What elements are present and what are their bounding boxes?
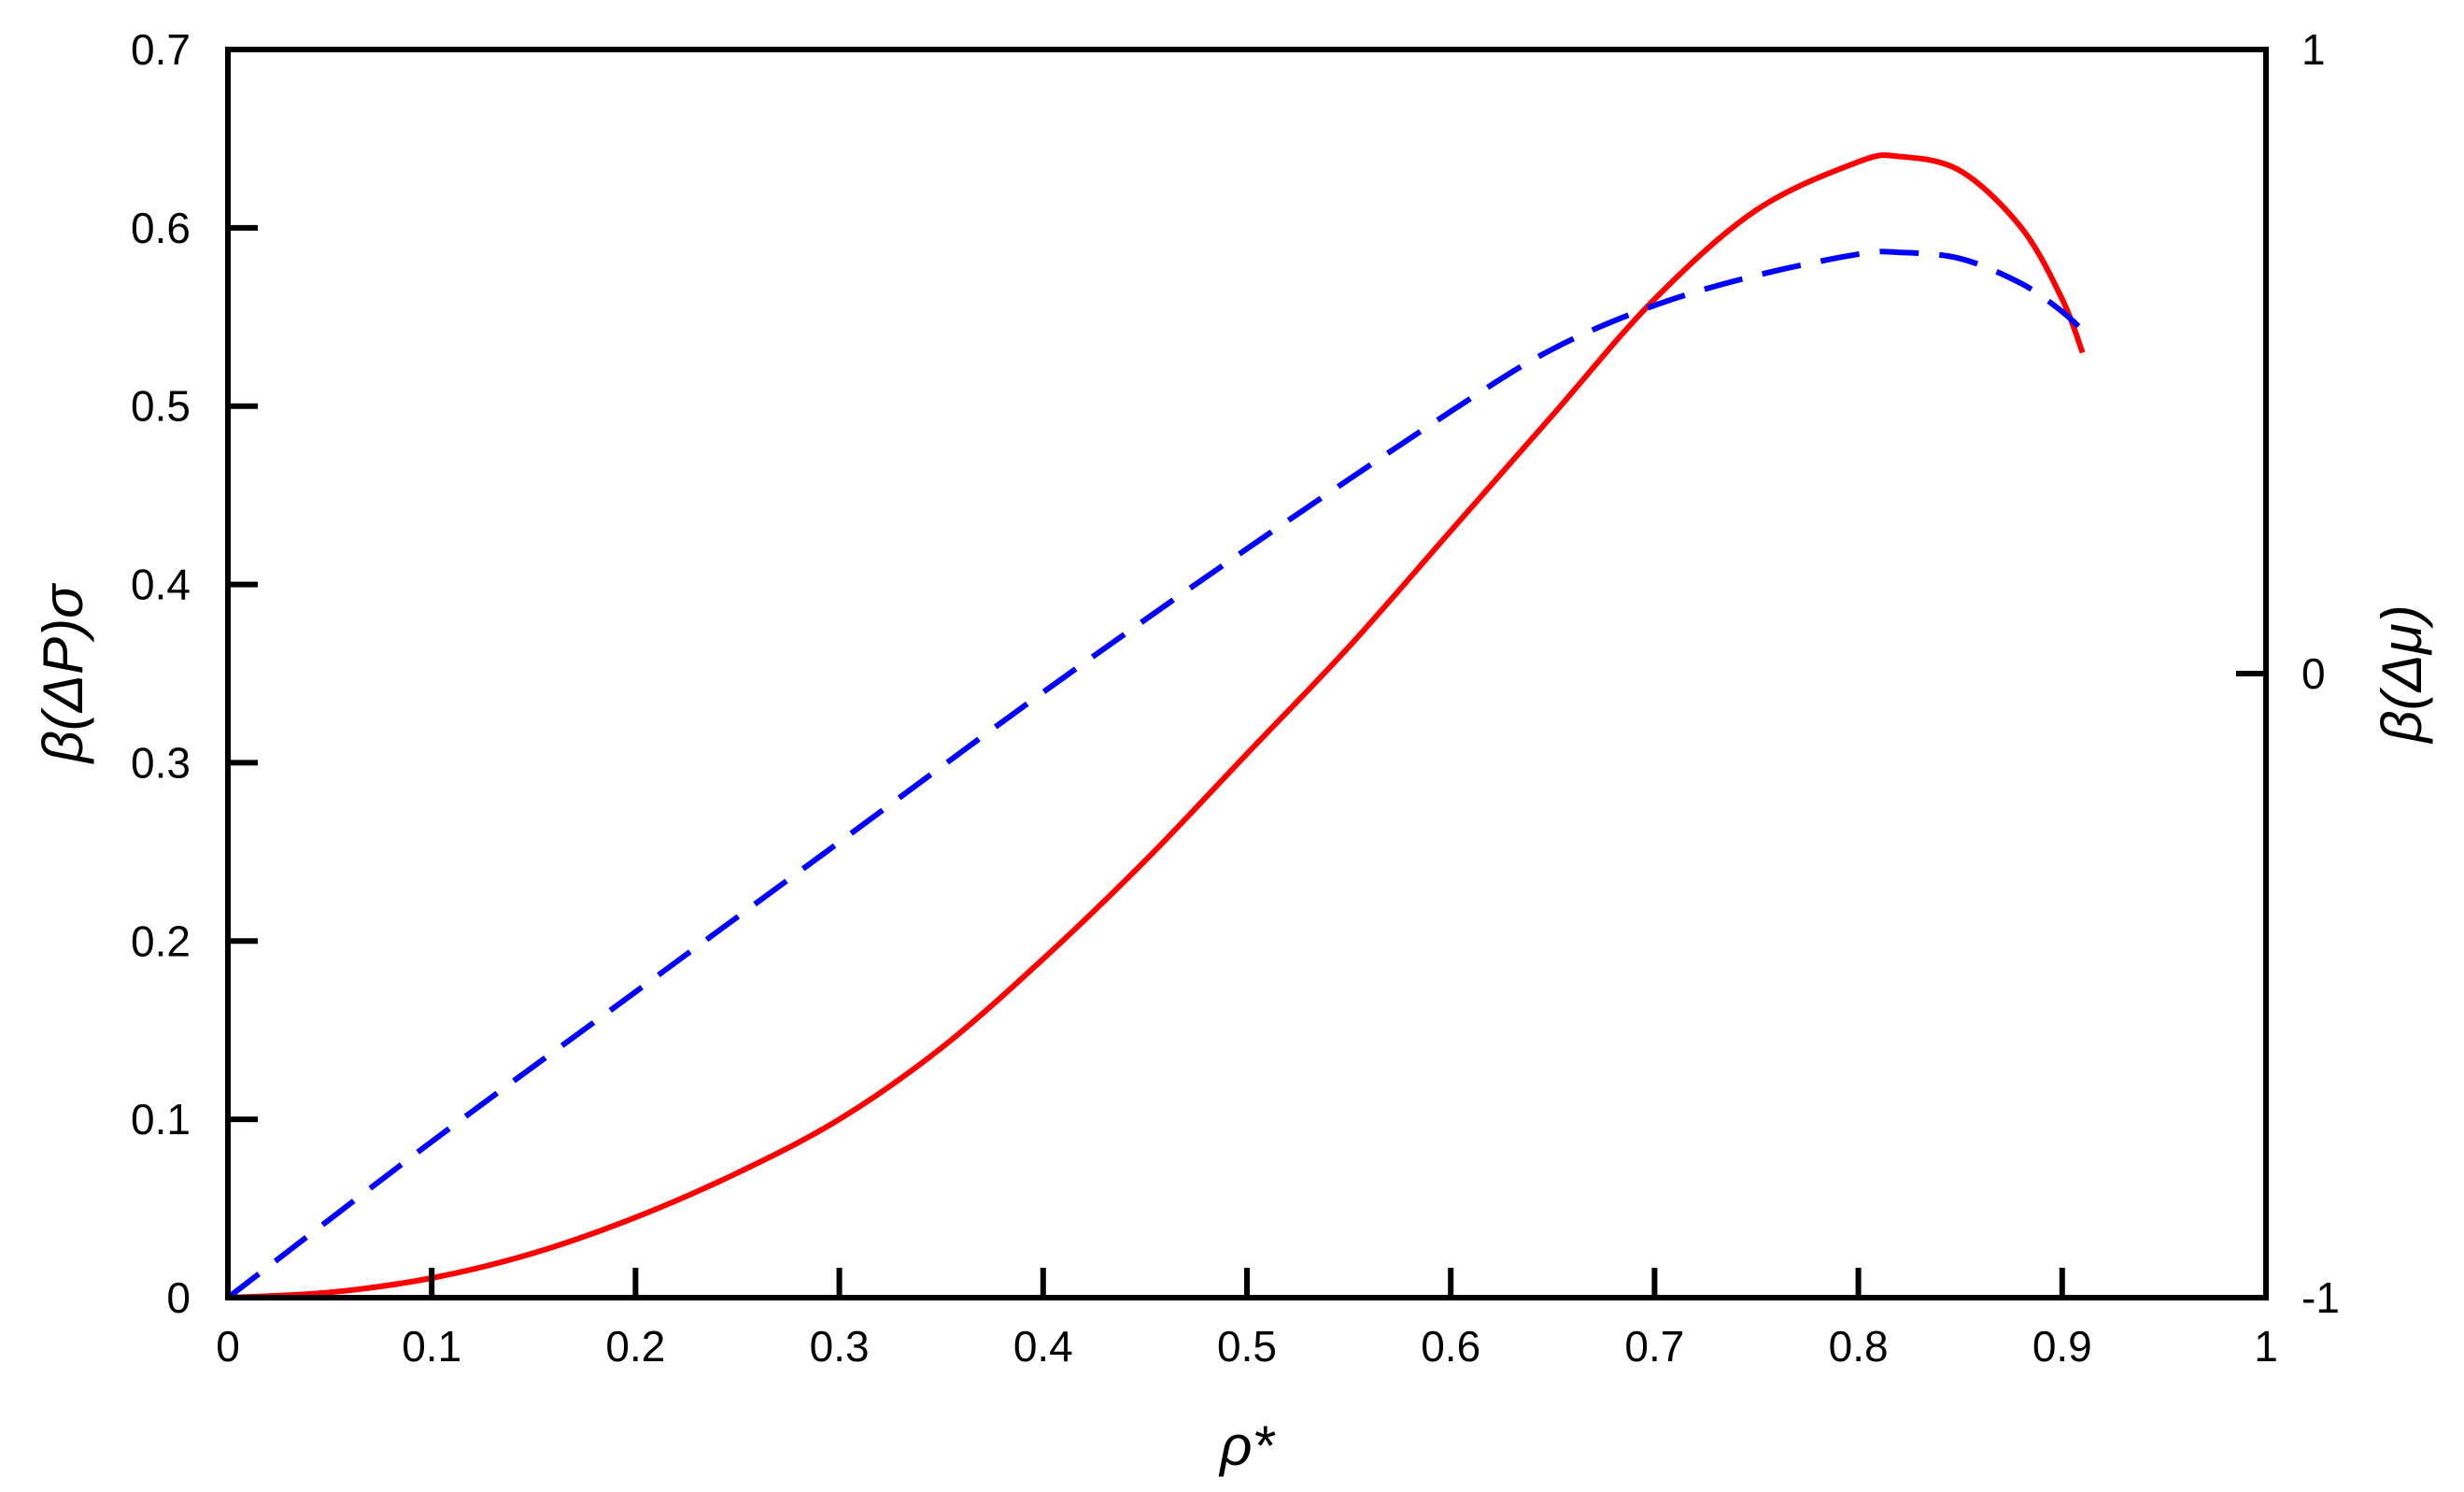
y-tick-label: 0.3 (131, 738, 191, 787)
y-tick-label: 0.1 (131, 1095, 191, 1144)
x-tick-label: 0.7 (1624, 1322, 1684, 1371)
y2-tick-label: 0 (2301, 649, 2326, 698)
x-tick-label: 0.3 (810, 1322, 870, 1371)
y2-tick-label: 1 (2301, 25, 2326, 74)
y2-tick-label: -1 (2301, 1273, 2340, 1322)
y2-axis-label: β(Δμ) (2371, 604, 2433, 744)
x-tick-label: 0 (216, 1322, 240, 1371)
series-line-left-axis (227, 152, 2086, 1300)
x-tick-label: 0.5 (1217, 1322, 1277, 1371)
x-axis-label: ρ* (1218, 1414, 1275, 1477)
x-tick-label: 0.8 (1829, 1322, 1889, 1371)
y-tick-label: 0.2 (131, 917, 191, 965)
y-tick-label: 0.7 (131, 25, 191, 74)
y-tick-label: 0 (166, 1273, 191, 1322)
x-tick-label: 1 (2254, 1322, 2278, 1371)
x-tick-label: 0.1 (402, 1322, 461, 1371)
x-tick-label: 0.6 (1421, 1322, 1480, 1371)
x-tick-label: 0.2 (605, 1322, 665, 1371)
ticks-layer: 0 0.1 0.2 0.3 0.4 0.5 0.6 0.7 0.8 0.9 1 0 0.1 0.2 0.3 0… (131, 25, 2340, 1371)
plot-frame (225, 47, 2269, 1300)
series-layer (226, 152, 2086, 1300)
y-axis-label: β(ΔP)σ (32, 582, 94, 765)
y-tick-label: 0.4 (131, 561, 191, 609)
y-tick-label: 0.5 (131, 382, 191, 431)
y-tick-label: 0.6 (131, 204, 191, 252)
x-tick-label: 0.4 (1013, 1322, 1073, 1371)
series-line-right-axis (226, 249, 2085, 1300)
x-tick-label: 0.9 (2032, 1322, 2092, 1371)
